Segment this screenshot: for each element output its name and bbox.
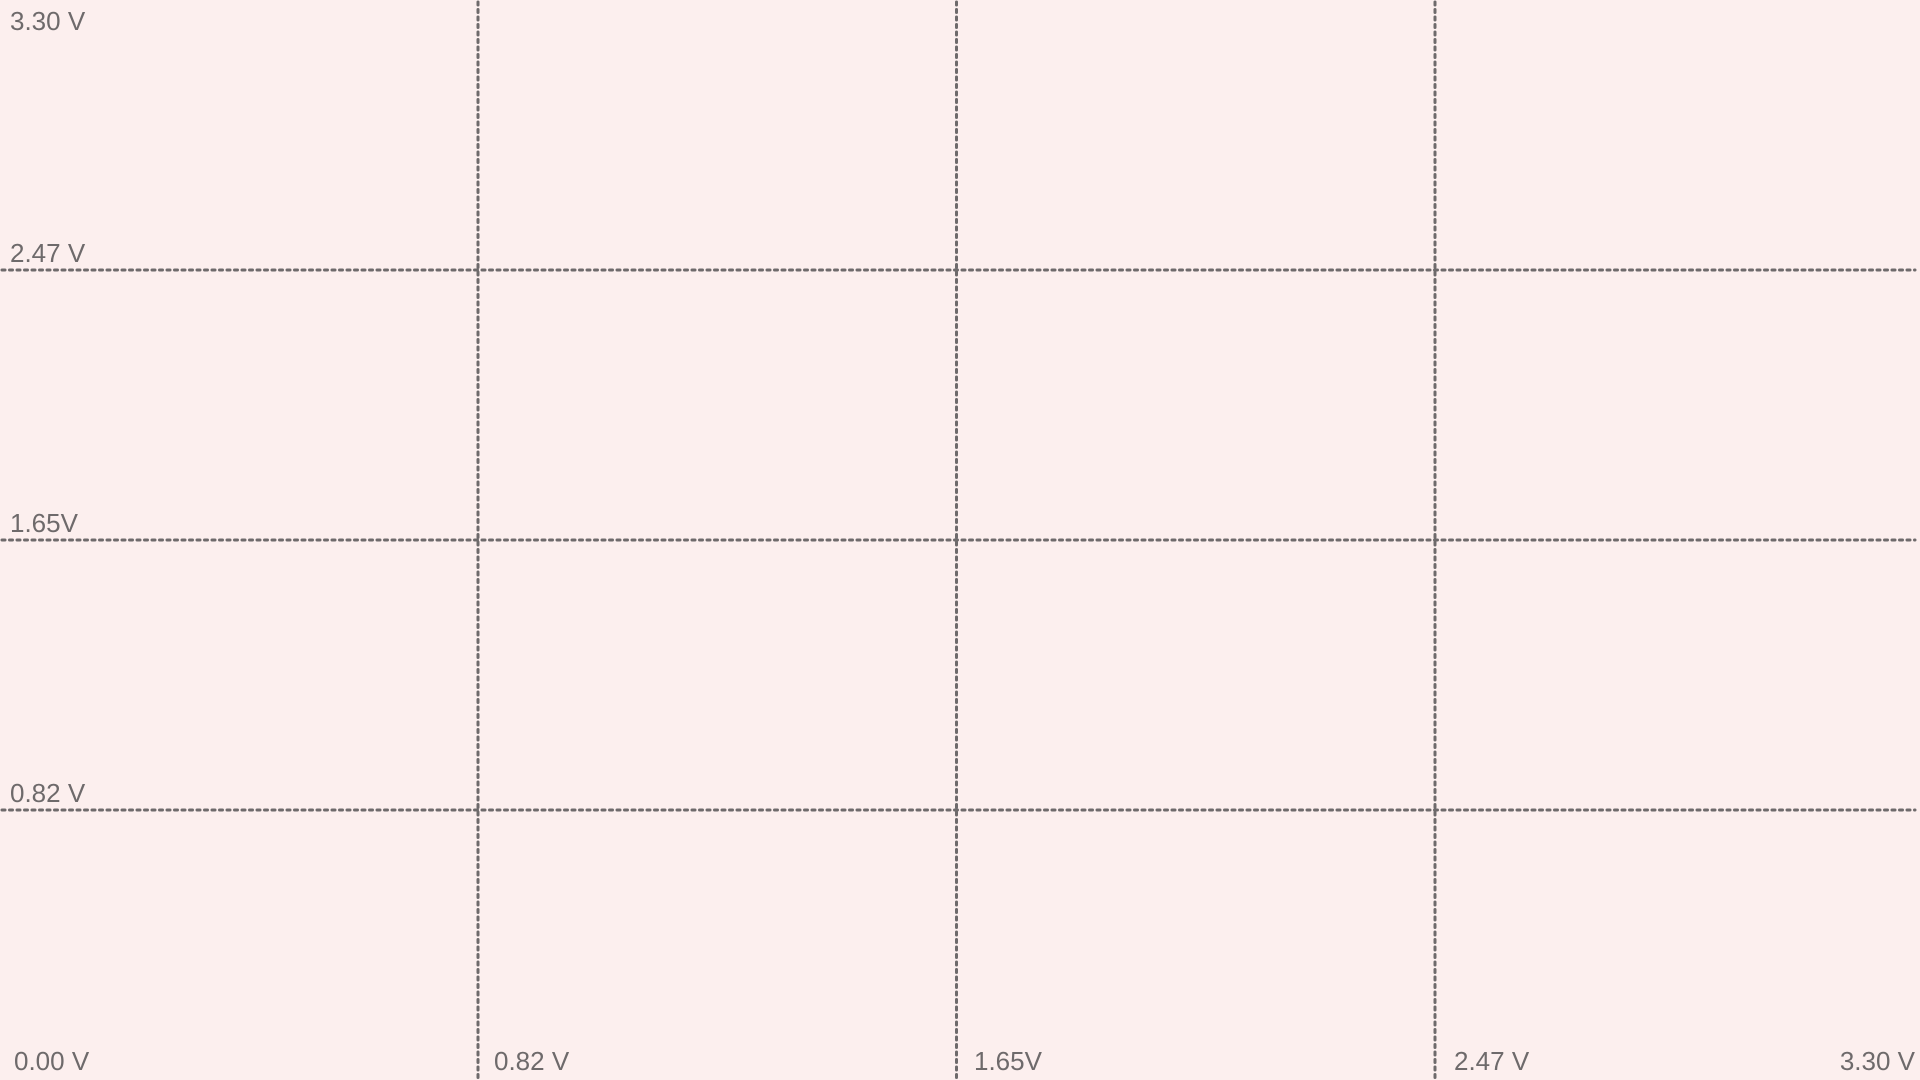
y-tick-label: 3.30 V xyxy=(10,6,86,36)
y-tick-label: 0.82 V xyxy=(10,778,86,808)
y-tick-label: 1.65V xyxy=(10,508,79,538)
x-tick-label: 1.65V xyxy=(974,1046,1043,1076)
x-tick-label: 3.30 V xyxy=(1840,1046,1916,1076)
x-tick-label: 0.00 V xyxy=(14,1046,90,1076)
x-tick-label: 2.47 V xyxy=(1454,1046,1530,1076)
x-tick-label: 0.82 V xyxy=(494,1046,570,1076)
tick-labels: 0.00 V 0.82 V 1.65V 2.47 V 3.30 V 0.82 V 1.65V… xyxy=(10,6,1916,1076)
y-tick-label: 2.47 V xyxy=(10,238,86,268)
